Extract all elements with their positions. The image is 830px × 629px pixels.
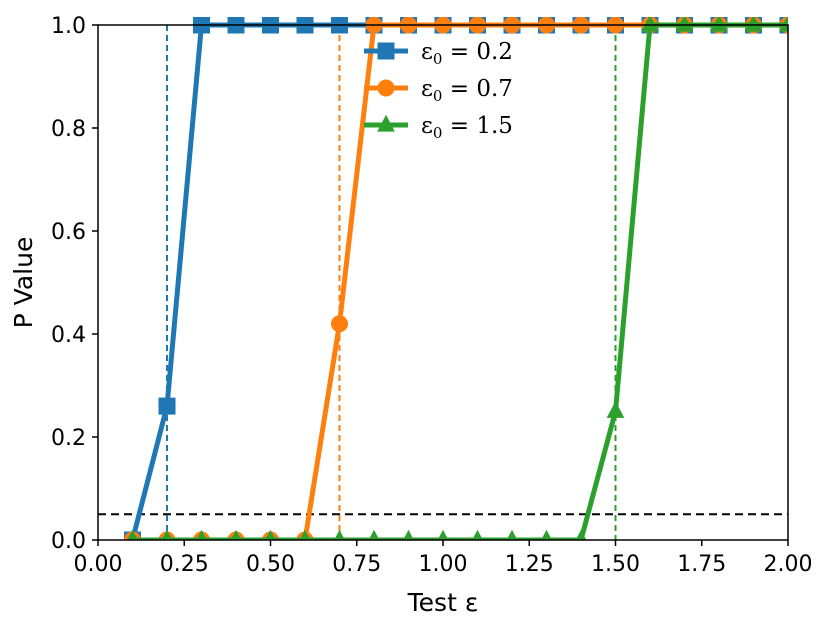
legend-marker-2 bbox=[377, 114, 395, 132]
x-tick-label: 0.25 bbox=[160, 552, 209, 577]
legend-label-2: ε0 = 1.5 bbox=[421, 113, 513, 142]
x-tick-label: 0.50 bbox=[246, 552, 295, 577]
data-point-2-15 bbox=[641, 17, 659, 32]
x-tick-label: 2.00 bbox=[764, 552, 813, 577]
legend-marker-1 bbox=[377, 79, 395, 97]
data-point-2-8 bbox=[403, 529, 414, 540]
y-axis-label: P Value bbox=[9, 237, 38, 329]
data-point-2-19 bbox=[779, 17, 788, 32]
data-point-2-6 bbox=[334, 529, 345, 540]
x-tick-label: 0.00 bbox=[74, 552, 123, 577]
series-line-0 bbox=[130, 22, 788, 540]
data-point-2-12 bbox=[541, 529, 552, 540]
y-tick-label: 0.0 bbox=[51, 529, 86, 554]
data-point-1-6 bbox=[331, 315, 348, 333]
y-tick-label: 0.2 bbox=[51, 426, 86, 451]
series-line-1 bbox=[132, 22, 788, 540]
legend: ε0 = 0.2 ε0 = 0.7 ε0 = 1.5 bbox=[364, 39, 513, 142]
data-point-2-7 bbox=[368, 529, 380, 540]
x-tick-label: 1.75 bbox=[677, 552, 726, 577]
y-tick-label: 0.4 bbox=[51, 323, 86, 348]
axis-ticks: 0.00 0.25 0.50 0.75 1.00 1.25 1.50 1.75 2.00 0.0 0… bbox=[51, 14, 812, 577]
data-point-2-17 bbox=[710, 17, 728, 32]
data-point-2-4 bbox=[265, 529, 276, 540]
x-axis-label: Test ε bbox=[407, 588, 479, 617]
legend-label-1: ε0 = 0.7 bbox=[421, 76, 513, 105]
x-tick-label: 1.50 bbox=[591, 552, 640, 577]
axes-frame bbox=[97, 24, 789, 541]
x-tick-label: 1.00 bbox=[419, 552, 468, 577]
series-line-2 bbox=[132, 22, 788, 540]
data-point-2-0 bbox=[127, 529, 138, 540]
x-tick-label: 1.25 bbox=[505, 552, 554, 577]
legend-label-0: ε0 = 0.2 bbox=[421, 39, 513, 68]
y-tick-label: 1.0 bbox=[51, 14, 86, 39]
data-point-2-3 bbox=[230, 529, 242, 540]
data-point-2-10 bbox=[472, 529, 483, 540]
data-point-2-5 bbox=[299, 529, 311, 540]
data-point-2-18 bbox=[744, 17, 763, 32]
data-point-2-16 bbox=[675, 17, 694, 32]
y-tick-label: 0.6 bbox=[51, 220, 86, 245]
legend-marker-0 bbox=[377, 42, 395, 60]
data-point-2-2 bbox=[196, 529, 207, 540]
data-point-2-14 bbox=[606, 401, 625, 418]
data-point-2-11 bbox=[506, 529, 518, 540]
data-point-0-1 bbox=[158, 397, 176, 415]
y-tick-label: 0.8 bbox=[51, 117, 86, 142]
data-point-2-1 bbox=[161, 529, 173, 540]
data-point-2-9 bbox=[437, 529, 449, 540]
x-tick-label: 0.75 bbox=[332, 552, 381, 577]
data-point-2-13 bbox=[575, 529, 587, 540]
